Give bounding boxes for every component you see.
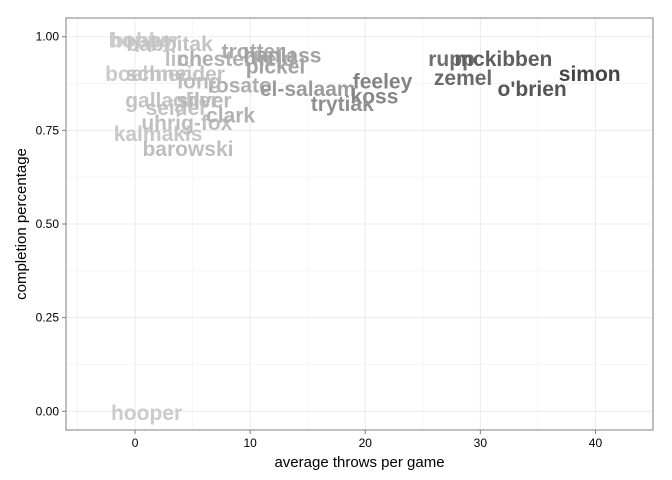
- y-axis-ticks: 0.00 0.25 0.50 0.75 1.00: [36, 30, 66, 418]
- point-label: hanlass: [243, 44, 321, 67]
- point-label: feeley: [353, 71, 413, 94]
- x-tick-label: 0: [132, 436, 139, 450]
- x-tick-label: 10: [243, 436, 257, 450]
- point-label: o'brien: [498, 78, 567, 101]
- x-axis-ticks: 0 10 20 30 40: [132, 430, 603, 450]
- point-label: seidel: [146, 97, 206, 120]
- point-label: rosato: [208, 74, 272, 97]
- point-label: trotter: [222, 41, 284, 64]
- point-label: mckibben: [454, 48, 552, 71]
- point-label: long: [177, 71, 221, 94]
- point-label: barowski: [142, 138, 233, 161]
- y-tick-label: 0.75: [36, 123, 60, 137]
- x-tick-label: 20: [359, 436, 373, 450]
- x-axis-title: average throws per game: [274, 454, 444, 471]
- point-label: linn: [165, 48, 202, 71]
- y-axis-title: completion percentage: [13, 148, 30, 300]
- point-label: zemel: [434, 67, 492, 90]
- point-label: pickel: [246, 56, 306, 79]
- y-tick-label: 0.25: [36, 311, 60, 325]
- point-label: hooper: [111, 402, 182, 425]
- point-label: hopper: [109, 29, 180, 52]
- point-labels: hooper barowskikalmakisuhrig-foxclarkseid…: [105, 29, 620, 425]
- y-tick-label: 0.00: [36, 404, 60, 418]
- x-tick-label: 40: [589, 436, 603, 450]
- point-label: chesterfield: [177, 48, 295, 71]
- point-label: el-salaam: [260, 78, 356, 101]
- y-tick-label: 1.00: [36, 30, 60, 44]
- point-label: gallagher: [125, 89, 218, 112]
- grid-lines: [66, 18, 653, 430]
- point-label: boehner: [105, 63, 188, 86]
- y-tick-label: 0.50: [36, 217, 60, 231]
- point-label: schneider: [126, 63, 225, 86]
- point-label: babbitak: [126, 33, 213, 56]
- point-label: simon: [559, 63, 621, 86]
- point-label: silver: [177, 89, 232, 112]
- point-label: trytiak: [311, 93, 374, 116]
- point-label: clark: [206, 104, 255, 127]
- point-label: kalmakis: [114, 123, 203, 146]
- point-label: rupp: [428, 48, 475, 71]
- x-tick-label: 30: [474, 436, 488, 450]
- point-label: bobby: [110, 29, 173, 52]
- point-label: koss: [351, 86, 399, 109]
- point-label: uhrig-fox: [141, 112, 232, 135]
